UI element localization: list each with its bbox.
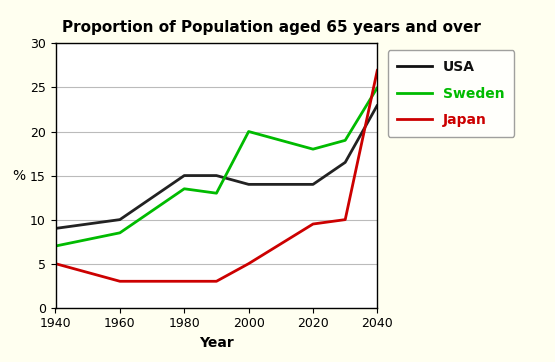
X-axis label: Year: Year bbox=[199, 336, 234, 350]
Text: Proportion of Population aged 65 years and over: Proportion of Population aged 65 years a… bbox=[62, 20, 481, 35]
Legend: USA, Sweden, Japan: USA, Sweden, Japan bbox=[387, 50, 514, 137]
Y-axis label: %: % bbox=[12, 169, 26, 182]
